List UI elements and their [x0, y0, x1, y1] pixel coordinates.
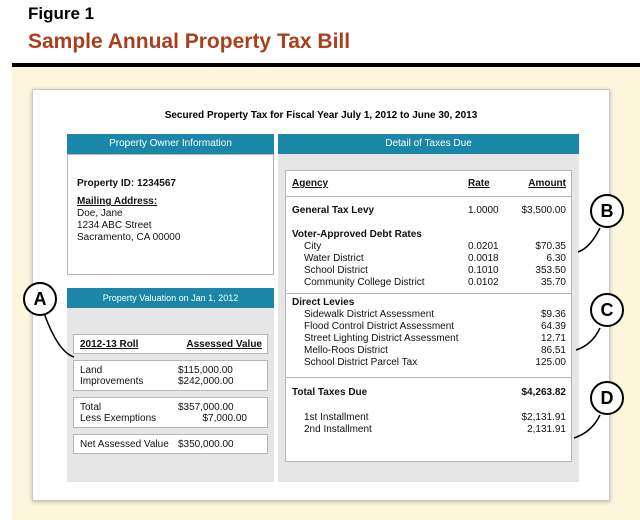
figure-label: Figure 1 — [28, 4, 95, 23]
net-assessed-value: $350,000.00 — [178, 439, 234, 450]
taxes-detail-table: Agency Rate Amount General Tax Levy 1.00… — [285, 170, 572, 462]
voter-debt-label: Water District — [304, 253, 364, 264]
voter-debt-amount: 6.30 — [546, 253, 566, 264]
figure-title: Sample Annual Property Tax Bill — [28, 30, 351, 53]
direct-levy-label: Mello-Roos District — [304, 345, 388, 356]
property-id: Property ID: 1234567 — [77, 178, 176, 189]
total-value: $357,000.00 — [178, 402, 234, 413]
roll-column-header: 2012-13 Roll — [80, 339, 139, 350]
installment-label: 1st Installment — [304, 412, 369, 423]
direct-levy-label: Flood Control District Assessment — [304, 321, 455, 332]
land-value: $115,000.00 — [178, 365, 233, 376]
voter-debt-amount: 353.50 — [535, 265, 566, 276]
valuation-panel: 2012-13 Roll Assessed Value Land $115,00… — [67, 308, 274, 482]
rate-column-header: Rate — [468, 178, 490, 189]
net-assessed-row: Net Assessed Value $350,000.00 — [73, 434, 268, 454]
voter-debt-amount: 35.70 — [540, 277, 566, 288]
direct-levy-amount: 64.39 — [540, 321, 566, 332]
total-taxes-amount: $4,263.82 — [521, 387, 567, 398]
general-levy-amount: $3,500.00 — [521, 205, 567, 216]
divider — [286, 377, 571, 378]
taxes-panel: Agency Rate Amount General Tax Levy 1.00… — [278, 154, 579, 482]
assessed-value-column-header: Assessed Value — [186, 339, 262, 350]
callout-c: C — [590, 293, 624, 327]
amount-column-header: Amount — [528, 178, 566, 189]
voter-debt-label: Community College District — [304, 277, 425, 288]
voter-debt-label: City — [304, 241, 322, 252]
direct-levies-heading: Direct Levies — [292, 297, 355, 308]
tax-bill: Secured Property Tax for Fiscal Year Jul… — [32, 89, 610, 501]
general-levy-rate: 1.0000 — [468, 205, 499, 216]
voter-debt-rate: 0.1010 — [468, 265, 499, 276]
direct-levy-amount: 12.71 — [540, 333, 566, 344]
exemptions-value: $7,000.00 — [202, 413, 248, 424]
callout-a: A — [23, 282, 57, 316]
direct-levy-amount: 125.00 — [535, 357, 566, 368]
valuation-header-row: 2012-13 Roll Assessed Value — [73, 334, 268, 354]
voter-debt-amount: $70.35 — [535, 241, 566, 252]
direct-levy-label: School District Parcel Tax — [304, 357, 418, 368]
taxes-panel-header: Detail of Taxes Due — [278, 134, 579, 154]
direct-levy-label: Street Lighting District Assessment — [304, 333, 459, 344]
agency-column-header: Agency — [292, 178, 329, 189]
direct-levy-amount: 86.51 — [540, 345, 566, 356]
valuation-panel-header: Property Valuation on Jan 1, 2012 — [67, 288, 274, 308]
voter-debt-heading: Voter-Approved Debt Rates — [292, 229, 422, 240]
installment-label: 2nd Installment — [304, 424, 372, 435]
total-label: Total — [80, 402, 102, 413]
bill-heading: Secured Property Tax for Fiscal Year Jul… — [164, 110, 478, 121]
direct-levy-label: Sidewalk District Assessment — [304, 309, 435, 320]
address-line: Sacramento, CA 00000 — [77, 232, 181, 243]
title-rule — [12, 63, 640, 67]
voter-debt-rate: 0.0102 — [468, 277, 499, 288]
installment-amount: 2,131.91 — [527, 424, 566, 435]
voter-debt-rate: 0.0018 — [468, 253, 499, 264]
owner-panel-header: Property Owner Information — [67, 134, 274, 154]
voter-debt-rate: 0.0201 — [468, 241, 499, 252]
direct-levy-amount: $9.36 — [540, 309, 566, 320]
total-taxes-label: Total Taxes Due — [292, 387, 368, 398]
address-line: 1234 ABC Street — [77, 220, 152, 231]
owner-info-box: Property ID: 1234567 Mailing Address: Do… — [67, 154, 274, 275]
valuation-land-row: Land $115,000.00 Improvements $242,000.0… — [73, 360, 268, 391]
land-label: Land — [80, 365, 103, 376]
address-line: Doe, Jane — [77, 208, 123, 219]
general-levy-label: General Tax Levy — [292, 205, 375, 216]
divider — [286, 196, 571, 197]
installment-amount: $2,131.91 — [521, 412, 567, 423]
callout-d: D — [590, 381, 624, 415]
improvements-label: Improvements — [80, 376, 144, 387]
net-assessed-label: Net Assessed Value — [80, 439, 169, 450]
voter-debt-label: School District — [304, 265, 368, 276]
mailing-address-label: Mailing Address: — [77, 196, 158, 207]
valuation-total-row: Total $357,000.00 Less Exemptions $7,000… — [73, 397, 268, 428]
callout-b: B — [590, 194, 624, 228]
improvements-value: $242,000.00 — [178, 376, 234, 387]
divider — [286, 293, 571, 294]
exemptions-label: Less Exemptions — [80, 413, 157, 424]
